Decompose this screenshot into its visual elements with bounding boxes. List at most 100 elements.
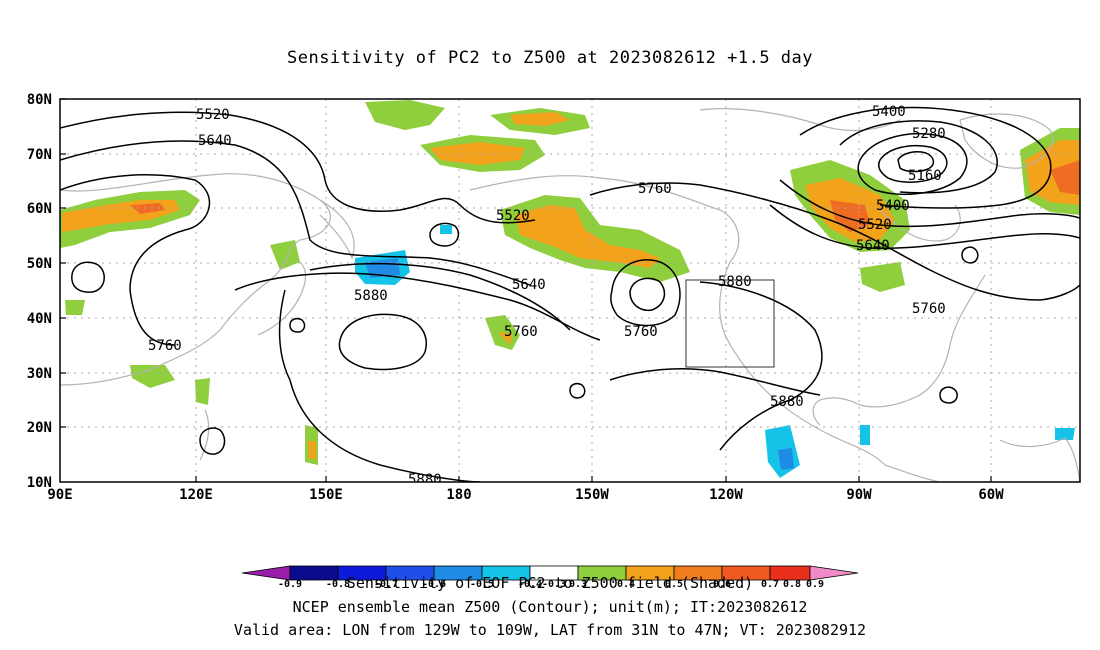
colorbar <box>241 565 859 581</box>
contour-low-center-3 <box>897 151 935 173</box>
colorbar-tick: -0.9 <box>278 579 302 590</box>
map-frame <box>59 98 1081 483</box>
contour-5880-east <box>699 281 823 451</box>
lon-label: 180 <box>446 487 471 503</box>
shade-orange <box>430 142 525 165</box>
contour-low-pacific <box>610 259 681 327</box>
coastline-philippines <box>199 409 210 461</box>
shade-orange <box>515 205 660 268</box>
contour-5880-tropics <box>609 368 821 396</box>
shade-green <box>65 300 85 315</box>
shade-light-blue <box>1055 428 1075 440</box>
contour-label-5160: 5160 <box>908 168 942 184</box>
contour-5520-west <box>60 111 536 224</box>
coastline-alaska <box>469 175 740 263</box>
z500-contours <box>60 106 1080 482</box>
contour-label-5760-c: 5760 <box>624 324 658 340</box>
coastline-north-america-west <box>719 261 886 466</box>
contour-label-5760-d: 5760 <box>638 181 672 197</box>
colorbar-tick: -0.5 <box>470 579 494 590</box>
colorbar-tick: 0.6 <box>713 579 731 590</box>
contour-small-low-7 <box>429 222 460 247</box>
shade-green <box>130 365 175 388</box>
lat-label: 70N <box>27 147 52 163</box>
contour-small-low-1 <box>199 427 226 455</box>
contour-low-pacific-inner <box>629 277 666 312</box>
contour-label-5760-a: 5760 <box>148 338 182 354</box>
longitude-labels: 90E 120E 150E 180 150W 120W 90W 60W <box>47 487 1004 503</box>
lat-label: 10N <box>27 475 52 491</box>
contour-small-low-6 <box>71 261 105 293</box>
contour-high-cell <box>338 313 427 371</box>
contour-small-low-3 <box>939 386 958 404</box>
contour-label-5520-b: 5520 <box>496 208 530 224</box>
lon-label: 150E <box>309 487 343 503</box>
lon-label: 90W <box>846 487 872 503</box>
contour-labels: 5520 5640 5520 5640 5880 5760 5760 5760 … <box>148 104 946 482</box>
shade-light-blue <box>860 425 870 445</box>
coastline-central-america <box>884 464 941 482</box>
lon-label: 150W <box>575 487 609 503</box>
contour-label-5760-e: 5760 <box>912 301 946 317</box>
shade-blue <box>778 448 794 470</box>
colorbar-tick: -0.6 <box>422 579 446 590</box>
colorbar-tick-labels: -0.9 -0.8 -0.7 -0.6 -0.5 -0.4 -0.3 0.3 0… <box>278 579 824 590</box>
chart-title: Sensitivity of PC2 to Z500 at 2023082612… <box>286 48 813 68</box>
contour-5280-east <box>839 120 998 194</box>
contour-label-5880-b: 5880 <box>718 274 752 290</box>
contour-5880-south-2 <box>278 289 291 381</box>
coastlines <box>60 108 1080 482</box>
coastline-north-america-east <box>859 274 986 408</box>
valid-area-box <box>685 279 775 368</box>
contour-5760-west <box>60 174 211 346</box>
lat-label: 30N <box>27 366 52 382</box>
coastline-kamchatka <box>319 199 355 260</box>
lat-label: 60N <box>27 201 52 217</box>
shade-green <box>365 100 445 130</box>
coastline-japan <box>257 261 307 336</box>
contour-small-low-2 <box>569 382 586 399</box>
lat-label: 50N <box>27 256 52 272</box>
colorbar-tick: 0.8 <box>783 579 801 590</box>
contour-5880-pacific <box>234 272 601 341</box>
contour-5760-mid <box>309 262 571 331</box>
shade-green <box>485 315 520 350</box>
shade-orange <box>510 112 570 126</box>
axis-ticks <box>60 98 992 482</box>
colorbar-tick: 0.7 <box>761 579 779 590</box>
latitude-labels: 80N 70N 60N 50N 40N 30N 20N 10N <box>27 92 52 491</box>
contour-label-5880-c: 5880 <box>770 394 804 410</box>
valid-area-caption: Valid area: LON from 129W to 109W, LAT f… <box>233 621 867 639</box>
contour-label-5760-b: 5760 <box>504 324 538 340</box>
lat-label: 40N <box>27 311 52 327</box>
colorbar-tick: 0.4 <box>617 579 635 590</box>
colorbar-tick: -0.8 <box>326 579 350 590</box>
contour-small-low-5 <box>961 246 979 264</box>
contour-low-center-1 <box>857 133 968 195</box>
contour-label-5640-c: 5640 <box>856 238 890 254</box>
contour-5640-east <box>769 204 1080 250</box>
contour-5400-east <box>799 106 1052 209</box>
lon-label: 120W <box>709 487 743 503</box>
contour-label-5280: 5280 <box>912 126 946 142</box>
colorbar-tick: -0.7 <box>374 579 398 590</box>
contour-small-low-4 <box>289 317 306 333</box>
lat-lon-grid <box>60 99 1080 482</box>
lon-label: 120E <box>179 487 213 503</box>
shade-orange <box>308 440 316 460</box>
coastline-hudson <box>879 204 961 242</box>
shade-green <box>270 240 300 270</box>
contour-label-5400-b: 5400 <box>876 198 910 214</box>
colorbar-tick: 0.9 <box>806 579 824 590</box>
contour-5520-east <box>779 179 1080 228</box>
lon-label: 60W <box>978 487 1004 503</box>
sensitivity-shading <box>60 100 1080 478</box>
shade-deep-orange <box>1050 160 1080 195</box>
coastline-south-america <box>999 437 1080 482</box>
colorbar-cell-right-arrow <box>809 565 859 581</box>
contour-label-5640-b: 5640 <box>512 277 546 293</box>
contour-5880-south <box>289 379 481 482</box>
shade-green <box>860 262 905 292</box>
colorbar-caption: Sensitivity of EOF PC2 to Z500 field (Sh… <box>346 574 754 592</box>
